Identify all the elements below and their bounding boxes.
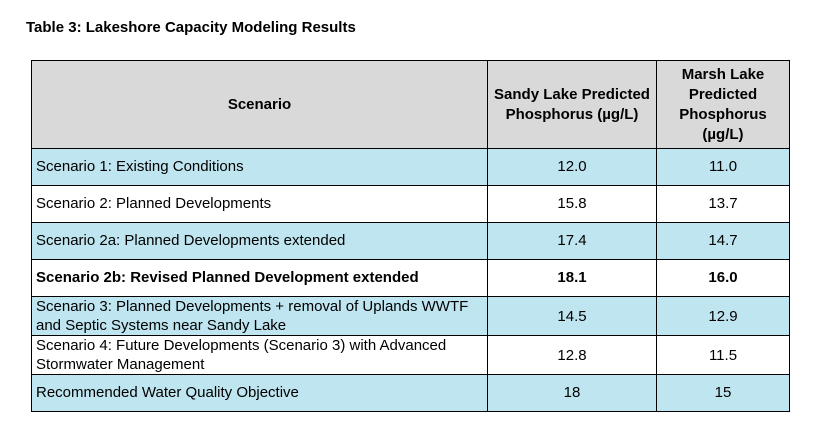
marsh-value-cell: 11.5	[656, 335, 790, 375]
table-caption: Table 3: Lakeshore Capacity Modeling Res…	[26, 19, 356, 36]
sandy-value-cell: 18.1	[487, 259, 657, 297]
header-sandy-lake: Sandy Lake Predicted Phosphorus (µg/L)	[487, 60, 657, 149]
header-scenario: Scenario	[31, 60, 488, 149]
table-row: Scenario 2a: Planned Developments extend…	[31, 222, 790, 260]
sandy-value-cell: 18	[487, 374, 657, 412]
scenario-cell: Scenario 2b: Revised Planned Development…	[31, 259, 488, 297]
table-row: Recommended Water Quality Objective 18 1…	[31, 374, 790, 412]
marsh-value-cell: 12.9	[656, 296, 790, 336]
scenario-cell: Scenario 2a: Planned Developments extend…	[31, 222, 488, 260]
scenario-cell: Scenario 3: Planned Developments + remov…	[31, 296, 488, 336]
sandy-value-cell: 17.4	[487, 222, 657, 260]
results-table: Scenario Sandy Lake Predicted Phosphorus…	[31, 60, 790, 412]
scenario-cell: Scenario 2: Planned Developments	[31, 185, 488, 223]
scenario-cell: Scenario 1: Existing Conditions	[31, 148, 488, 186]
header-row: Scenario Sandy Lake Predicted Phosphorus…	[31, 60, 790, 149]
marsh-value-cell: 13.7	[656, 185, 790, 223]
table-row: Scenario 1: Existing Conditions 12.0 11.…	[31, 148, 790, 186]
sandy-value-cell: 15.8	[487, 185, 657, 223]
sandy-value-cell: 14.5	[487, 296, 657, 336]
table-row: Scenario 2b: Revised Planned Development…	[31, 259, 790, 297]
header-marsh-lake: Marsh Lake Predicted Phosphorus (µg/L)	[656, 60, 790, 149]
marsh-value-cell: 11.0	[656, 148, 790, 186]
sandy-value-cell: 12.8	[487, 335, 657, 375]
sandy-value-cell: 12.0	[487, 148, 657, 186]
table-row: Scenario 2: Planned Developments 15.8 13…	[31, 185, 790, 223]
table-row: Scenario 4: Future Developments (Scenari…	[31, 335, 790, 375]
marsh-value-cell: 16.0	[656, 259, 790, 297]
table-row: Scenario 3: Planned Developments + remov…	[31, 296, 790, 336]
marsh-value-cell: 15	[656, 374, 790, 412]
scenario-cell: Recommended Water Quality Objective	[31, 374, 488, 412]
scenario-cell: Scenario 4: Future Developments (Scenari…	[31, 335, 488, 375]
marsh-value-cell: 14.7	[656, 222, 790, 260]
